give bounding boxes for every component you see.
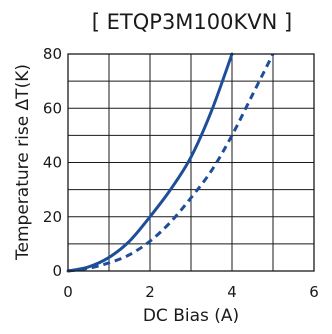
- plot-frame: [67, 53, 315, 272]
- x-tick-label: 6: [309, 283, 319, 301]
- grid: [68, 54, 314, 271]
- y-tick-label: 40: [43, 154, 62, 172]
- x-tick-label: 4: [227, 283, 237, 301]
- y-axis-label: Temperature rise ΔT(K): [13, 64, 33, 261]
- x-axis-label: DC Bias (A): [143, 306, 239, 326]
- chart-title: [ ETQP3M100KVN ]: [92, 10, 292, 34]
- x-tick-label: 2: [145, 283, 155, 301]
- y-tick-label: 20: [43, 208, 62, 226]
- y-tick-label: 60: [43, 99, 62, 117]
- x-tick-label: 0: [63, 283, 73, 301]
- series-line-solid: [66, 52, 234, 273]
- y-tick-label: 80: [43, 45, 62, 63]
- y-tick-label: 0: [52, 262, 62, 280]
- series-group: [66, 52, 275, 273]
